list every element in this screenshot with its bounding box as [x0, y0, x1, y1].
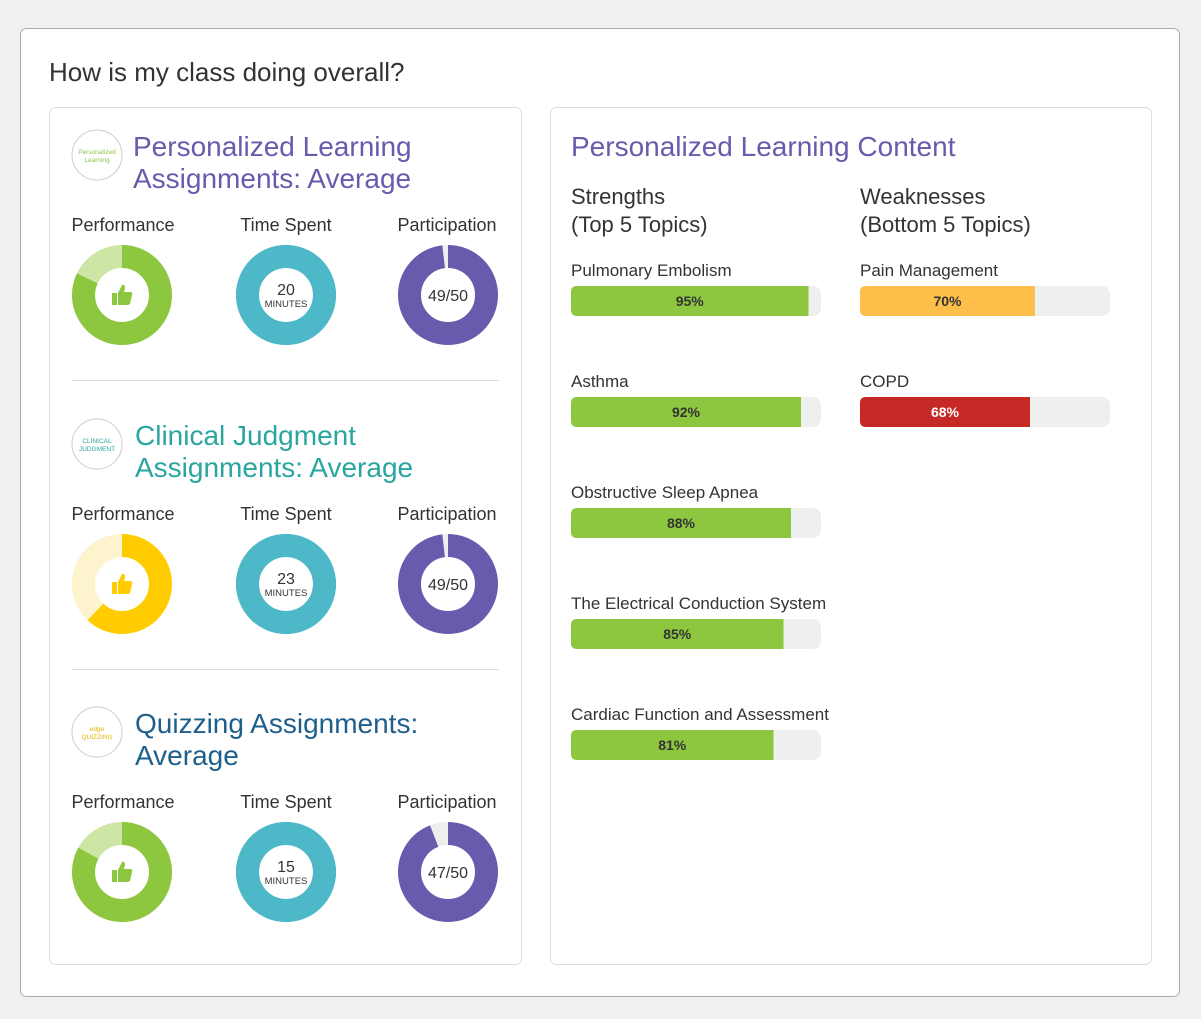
- metric-label: Performance: [71, 792, 174, 812]
- column-heading: Weaknesses: [860, 184, 986, 209]
- participation-text: 49/50: [428, 288, 468, 305]
- thumb-base: [112, 293, 117, 305]
- section-title: Assignments: Average: [133, 163, 411, 194]
- metric-label: Time Spent: [240, 215, 331, 235]
- bar-label: 68%: [931, 404, 960, 420]
- logo-text: JUDGMENT: [79, 446, 115, 453]
- metric-label: Participation: [397, 215, 496, 235]
- participation-text: 47/50: [428, 865, 468, 882]
- metric-label: Performance: [71, 504, 174, 524]
- section-title: Quizzing Assignments:: [135, 708, 418, 739]
- thumbs-up-icon: [112, 284, 133, 305]
- topic-name: Pain Management: [860, 261, 998, 280]
- bar-label: 95%: [676, 293, 705, 309]
- metric-label: Performance: [71, 215, 174, 235]
- topic-name: Obstructive Sleep Apnea: [571, 483, 759, 502]
- donut-arc: [398, 534, 498, 634]
- topic-name: The Electrical Conduction System: [571, 594, 826, 613]
- topic-name: COPD: [860, 372, 909, 391]
- thumb: [118, 573, 133, 594]
- bar: [860, 286, 1035, 316]
- logo-text: QUIZZING: [81, 734, 112, 741]
- bar: [571, 286, 809, 316]
- thumb-base: [112, 870, 117, 882]
- bar-label: 88%: [667, 515, 696, 531]
- donut-arc: [72, 534, 172, 634]
- time-unit: MINUTES: [265, 588, 308, 599]
- metric-label: Time Spent: [240, 792, 331, 812]
- time-unit: MINUTES: [265, 299, 308, 310]
- topic-name: Pulmonary Embolism: [571, 261, 732, 280]
- bar: [571, 619, 784, 649]
- logo-text: Learning: [84, 157, 110, 164]
- column-heading: (Bottom 5 Topics): [860, 212, 1031, 237]
- logo: [71, 706, 123, 758]
- logo: [71, 129, 123, 181]
- thumbs-up-icon: [112, 861, 133, 882]
- bar-label: 81%: [658, 737, 687, 753]
- donut-arc: [398, 822, 498, 922]
- topic-name: Cardiac Function and Assessment: [571, 705, 829, 724]
- page-title: How is my class doing overall?: [49, 57, 404, 87]
- participation-text: 49/50: [428, 577, 468, 594]
- donut-arc: [236, 245, 336, 345]
- bar: [571, 397, 801, 427]
- content-title: Personalized Learning Content: [571, 131, 956, 162]
- time-value: 15: [277, 859, 295, 876]
- logo-text: edge: [90, 726, 105, 733]
- thumbs-up-icon: [112, 573, 133, 594]
- topic-name: Asthma: [571, 372, 629, 391]
- bar: [860, 397, 1030, 427]
- bar: [571, 508, 791, 538]
- time-value: 20: [277, 282, 295, 299]
- section-title: Clinical Judgment: [135, 420, 356, 451]
- logo-text: CLINICAL: [82, 438, 112, 445]
- column-heading: (Top 5 Topics): [571, 212, 708, 237]
- time-value: 23: [277, 571, 295, 588]
- bar-label: 85%: [663, 626, 692, 642]
- section-title: Average: [135, 740, 239, 771]
- bar-label: 92%: [672, 404, 701, 420]
- section-title: Personalized Learning: [133, 131, 412, 162]
- thumb: [118, 284, 133, 305]
- donut-arc: [72, 822, 172, 922]
- bar: [571, 730, 774, 760]
- section-title: Assignments: Average: [135, 452, 413, 483]
- metric-label: Time Spent: [240, 504, 331, 524]
- time-unit: MINUTES: [265, 876, 308, 887]
- logo-text: Personalized: [78, 149, 116, 156]
- donut-arc: [398, 245, 498, 345]
- column-heading: Strengths: [571, 184, 665, 209]
- donut-arc: [236, 534, 336, 634]
- donut-arc: [72, 245, 172, 345]
- bar-label: 70%: [933, 293, 962, 309]
- thumb: [118, 861, 133, 882]
- thumb-base: [112, 582, 117, 594]
- logo: [71, 418, 123, 470]
- donut-arc: [236, 822, 336, 922]
- metric-label: Participation: [397, 504, 496, 524]
- metric-label: Participation: [397, 792, 496, 812]
